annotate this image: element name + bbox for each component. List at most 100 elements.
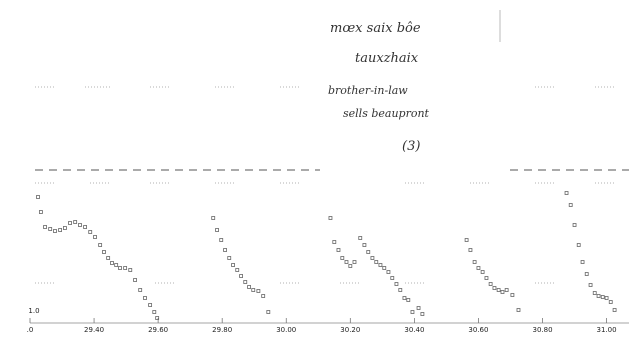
point [118, 266, 122, 270]
point [239, 274, 243, 278]
point [68, 221, 72, 225]
point [504, 288, 509, 292]
point [211, 216, 216, 220]
point [73, 220, 78, 224]
y-label: 1.0 [28, 307, 39, 315]
point [568, 203, 573, 207]
point [261, 294, 266, 298]
point [155, 316, 160, 320]
point [98, 243, 103, 247]
x-tick-label: 30.20 [340, 326, 360, 334]
point [88, 230, 93, 234]
point [420, 312, 425, 316]
point [123, 266, 128, 270]
point [219, 238, 224, 242]
point [604, 296, 609, 300]
point [464, 238, 469, 242]
point [348, 264, 353, 268]
point [133, 278, 137, 282]
point [366, 250, 371, 254]
x-tick-label: .0 [27, 326, 34, 334]
point [266, 310, 271, 314]
point [576, 243, 581, 247]
point [102, 250, 106, 254]
x-tick-label: 30.40 [404, 326, 424, 334]
point [374, 260, 379, 264]
point [148, 303, 153, 307]
point [110, 261, 114, 265]
point [256, 289, 261, 293]
point [500, 290, 505, 294]
point [328, 216, 333, 220]
point [344, 260, 349, 264]
point [48, 227, 53, 231]
point [235, 268, 240, 272]
point [584, 272, 589, 276]
point [484, 276, 489, 280]
point [332, 240, 337, 244]
point [38, 210, 43, 214]
point [402, 296, 407, 300]
point [516, 308, 521, 312]
point [138, 288, 143, 292]
point [476, 266, 481, 270]
point [358, 236, 363, 240]
point [612, 308, 617, 312]
point [608, 300, 613, 304]
point [43, 225, 47, 229]
point [592, 291, 597, 295]
x-tick-label: 30.00 [276, 326, 296, 334]
point [243, 280, 248, 284]
x-tick-label: 29.40 [84, 326, 104, 334]
point [468, 248, 473, 252]
point [93, 235, 97, 239]
point [53, 229, 57, 233]
point [152, 310, 157, 314]
point [496, 288, 501, 292]
point [580, 260, 585, 264]
handwriting: tauxzhaix [355, 51, 419, 66]
point [472, 260, 477, 264]
point [106, 256, 111, 260]
dotted-guides [35, 86, 615, 284]
point [227, 256, 232, 260]
point [223, 248, 227, 252]
x-tick-label: 29.60 [148, 326, 168, 334]
point [596, 294, 601, 298]
handwriting: mœx saix bôe [330, 21, 421, 36]
point [231, 263, 235, 267]
point [336, 248, 341, 252]
x-tick-label: 30.80 [532, 326, 552, 334]
point [386, 270, 391, 274]
point [352, 260, 357, 264]
point [510, 293, 515, 297]
point [247, 285, 251, 289]
handwriting: sells beaupront [343, 107, 430, 120]
point [36, 195, 40, 199]
point [600, 295, 605, 299]
point [416, 306, 421, 310]
point [58, 228, 63, 232]
point [362, 243, 367, 247]
point [406, 298, 411, 302]
point [128, 268, 133, 272]
point [143, 296, 147, 300]
point [572, 223, 577, 227]
point [63, 226, 67, 230]
point [390, 276, 395, 280]
x-tick-label: 30.60 [468, 326, 488, 334]
point [370, 256, 375, 260]
point [382, 266, 387, 270]
point [480, 270, 485, 274]
point [398, 288, 403, 292]
point [564, 191, 569, 195]
handwriting: brother-in-law [328, 84, 408, 97]
x-tick-label: 29.80 [212, 326, 232, 334]
point [251, 288, 256, 292]
point [114, 263, 119, 267]
point [378, 263, 383, 267]
x-tick-label: 31.00 [597, 326, 617, 334]
point [588, 283, 593, 287]
point [340, 256, 345, 260]
